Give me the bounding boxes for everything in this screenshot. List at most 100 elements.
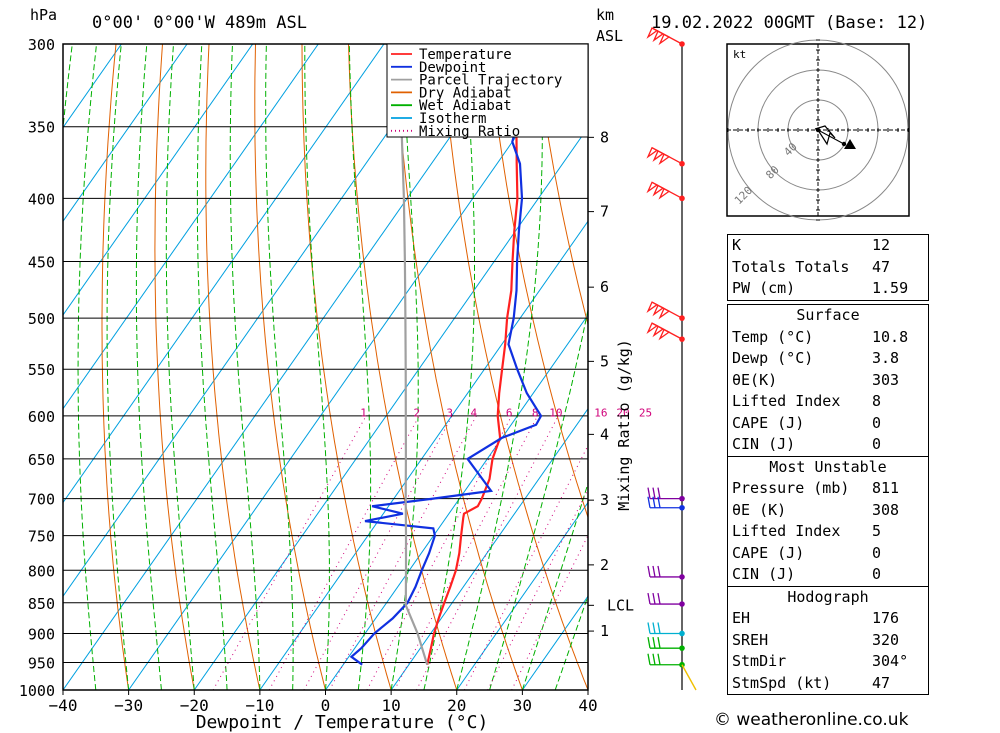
hodograph-track (814, 125, 836, 146)
height-unit-label: km (596, 6, 614, 24)
height-tick-label: 5 (600, 352, 609, 370)
index-label: Dewp (°C) (732, 349, 814, 367)
pressure-tick-label: 500 (28, 310, 55, 328)
pressure-tick-label: 600 (28, 408, 55, 426)
wind-barb (647, 637, 682, 649)
index-value: 47 (872, 673, 891, 692)
barb-pennant (658, 328, 671, 341)
barb-pennant (652, 325, 665, 338)
index-value: 47 (872, 257, 891, 276)
index-row: Totals Totals 47 (728, 257, 928, 279)
height-tick-label: 6 (600, 278, 609, 296)
index-value: 0 (872, 543, 882, 562)
wind-level-dot (679, 336, 685, 342)
temperature-tick-label: 40 (578, 696, 597, 715)
hodograph-shear-line (817, 129, 845, 145)
index-row: Pressure (mb) 811 (728, 478, 928, 500)
index-value: 811 (872, 479, 900, 497)
index-label: PW (cm) (732, 279, 796, 297)
pressure-tick-label: 550 (28, 361, 55, 379)
dry-adiabat-line (993, 26, 1000, 690)
barb-feather (652, 565, 656, 578)
height-tick-label: 4 (600, 425, 609, 443)
index-label: CAPE (J) (732, 413, 805, 432)
index-label: θE(K) (732, 370, 778, 389)
barb-pennant (652, 184, 665, 197)
wet-adiabat-line (265, 44, 294, 690)
wet-adiabat-line (135, 44, 162, 690)
dry-adiabat-line (394, 44, 523, 690)
wet-adiabat-line (390, 44, 419, 690)
height-tick-label: 2 (600, 556, 609, 574)
barb-feather (657, 496, 661, 508)
wind-barb (646, 322, 683, 341)
dry-adiabat-line (947, 26, 1000, 690)
index-row: CAPE (J) 0 (728, 543, 928, 565)
wet-adiabat-line (106, 44, 130, 690)
temperature-line (426, 44, 529, 665)
index-row: PW (cm) 1.59 (728, 278, 928, 300)
legend-label: Mixing Ratio (419, 124, 520, 140)
isotherm-line (63, 44, 188, 223)
temperature-tick-label: −40 (49, 696, 78, 715)
index-value: 0 (872, 565, 882, 583)
index-row: θE (K) 308 (728, 500, 928, 522)
barb-feather (647, 487, 651, 499)
temperature-tick-label: −20 (180, 696, 209, 715)
mixing-ratio-value: 8 (532, 406, 539, 419)
index-value: 304° (872, 652, 909, 670)
pressure-tick-label: 300 (28, 36, 55, 54)
legend-label: Temperature (419, 47, 512, 63)
mixing-ratio-value: 16 (594, 406, 607, 419)
index-value: 320 (872, 630, 900, 649)
pressure-unit-label: hPa (30, 6, 57, 24)
barb-pennant (646, 301, 659, 313)
index-label: SREH (732, 630, 769, 649)
index-label: StmSpd (kt) (732, 673, 832, 692)
dry-adiabat-line (440, 44, 588, 690)
barb-feather (652, 592, 656, 605)
index-row: Dewp (°C) 3.8 (728, 348, 928, 370)
dry-adiabat-line (301, 44, 392, 690)
wet-adiabat-line (304, 44, 330, 690)
height-ref-label: ASL (596, 27, 623, 45)
isotherm-line (63, 44, 122, 129)
sounding-indices-table: Surface Temp (°C) 10.8 Dewp (°C) 3.8 θE(K) 303… (727, 304, 929, 695)
pressure-tick-label: 950 (28, 654, 55, 672)
height-tick-label: LCL (607, 596, 634, 614)
isotherm-line (63, 44, 319, 410)
height-tick-label: 3 (600, 491, 609, 509)
index-row: θE(K) 303 (728, 370, 928, 392)
barb-feather (657, 487, 661, 499)
index-label: Temp (°C) (732, 327, 814, 346)
temperature-tick-label: 0 (321, 696, 331, 715)
pressure-tick-label: 700 (28, 491, 55, 509)
index-label: θE (K) (732, 500, 787, 519)
dry-adiabat-line (254, 44, 326, 690)
index-row: Lifted Index 8 (728, 391, 928, 413)
barb-pennant (658, 153, 671, 166)
mixing-ratio-value: 4 (471, 406, 478, 419)
wet-adiabat-line (196, 44, 228, 690)
wind-barb (647, 487, 682, 500)
index-label: Pressure (mb) (732, 479, 850, 497)
isotherm-line (63, 44, 450, 598)
mixing-ratio-line (329, 415, 477, 690)
barb-pennant (646, 146, 659, 159)
index-row: CIN (J) 0 (728, 564, 928, 586)
pressure-tick-label: 450 (28, 254, 55, 272)
barb-feather (647, 592, 651, 605)
index-label: Lifted Index (732, 522, 841, 540)
surface-wind-tail (681, 664, 697, 691)
height-tick-label: 7 (600, 203, 609, 221)
barb-feather (652, 622, 656, 634)
isotherm-line (390, 407, 588, 690)
wind-barb (646, 181, 683, 200)
barb-feather (657, 637, 661, 649)
barb-feather (657, 592, 661, 605)
index-label: EH (732, 609, 751, 627)
index-value: 1.59 (872, 279, 909, 297)
barb-pennant (646, 27, 659, 39)
